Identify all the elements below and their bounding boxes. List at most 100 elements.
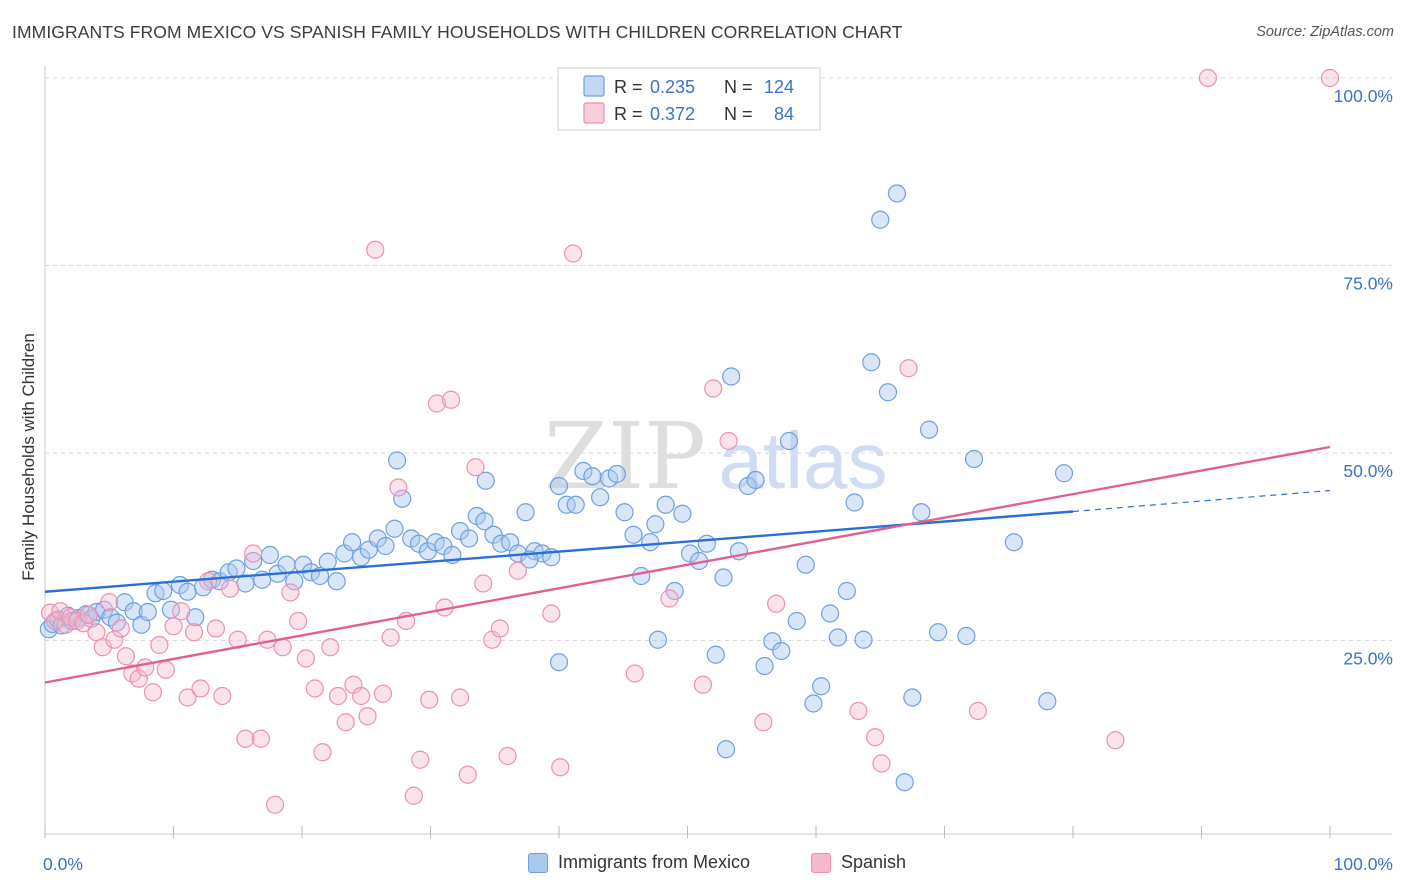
data-point-mexico xyxy=(673,504,692,523)
data-point-mexico xyxy=(591,488,610,507)
data-point-spanish xyxy=(164,617,183,636)
data-point-spanish xyxy=(289,611,308,631)
data-point-mexico xyxy=(327,572,346,591)
data-point-spanish xyxy=(625,664,644,683)
legend-label-spanish: Spanish xyxy=(841,852,907,872)
stats-legend: R = 0.235 N = 124 R = 0.372 N = 84 xyxy=(557,67,821,131)
x-tick-label-min: 0.0% xyxy=(43,854,83,874)
data-point-spanish xyxy=(105,630,124,649)
x-tick-label-max: 100.0% xyxy=(1334,854,1393,874)
data-point-mexico xyxy=(574,461,593,481)
data-point-mexico xyxy=(475,512,494,531)
data-point-spanish xyxy=(1106,731,1125,750)
grid-layer: 25.0% 50.0% 75.0% 100.0% xyxy=(45,77,1393,669)
data-point-spanish xyxy=(172,602,191,621)
data-point-mexico xyxy=(343,533,362,552)
legend-swatch-spanish xyxy=(811,852,831,873)
data-point-spanish xyxy=(389,478,408,497)
data-point-mexico xyxy=(697,534,716,553)
data-point-mexico xyxy=(928,623,948,642)
data-point-spanish xyxy=(498,746,517,766)
data-point-spanish xyxy=(450,688,470,707)
data-point-spanish xyxy=(143,683,163,702)
legend-n-value-pink: 84 xyxy=(774,104,794,124)
data-point-mexico xyxy=(641,533,660,552)
data-point-spanish xyxy=(213,686,232,706)
data-point-spanish xyxy=(693,675,713,694)
data-point-spanish xyxy=(441,390,461,409)
data-point-spanish xyxy=(305,679,324,698)
data-point-mexico xyxy=(828,628,847,647)
data-point-mexico xyxy=(895,773,914,792)
legend-n-label-pink: N = xyxy=(724,104,753,124)
data-point-mexico xyxy=(387,451,407,470)
data-point-spanish xyxy=(968,701,988,721)
data-point-spanish xyxy=(427,394,447,413)
data-point-spanish xyxy=(899,359,918,378)
data-point-mexico xyxy=(607,464,626,484)
data-point-mexico xyxy=(138,602,157,622)
y-tick-label: 100.0% xyxy=(1334,86,1393,106)
data-point-spanish xyxy=(244,544,263,563)
trend-layer xyxy=(44,445,1331,684)
data-point-spanish xyxy=(136,658,155,677)
data-point-mexico xyxy=(583,467,602,486)
data-point-mexico xyxy=(957,626,976,646)
data-point-spanish xyxy=(336,713,355,732)
data-point-spanish xyxy=(51,602,70,621)
data-point-spanish xyxy=(184,623,204,642)
data-point-spanish xyxy=(46,611,65,631)
data-point-mexico xyxy=(912,503,931,522)
data-point-mexico xyxy=(154,581,173,601)
data-point-mexico xyxy=(352,548,371,567)
data-point-spanish xyxy=(321,638,340,657)
data-point-mexico xyxy=(566,495,585,514)
data-point-mexico xyxy=(772,641,791,661)
data-point-spanish xyxy=(236,729,255,748)
data-point-mexico xyxy=(476,471,495,490)
y-axis-label: Family Households with Children xyxy=(19,333,38,581)
data-point-mexico xyxy=(549,476,569,496)
data-point-spanish xyxy=(872,754,891,773)
data-point-spanish xyxy=(116,647,136,666)
legend-n-label-blue: N = xyxy=(724,77,753,97)
data-point-mexico xyxy=(787,611,806,631)
data-point-spanish xyxy=(564,244,583,263)
data-point-spanish xyxy=(296,649,315,668)
data-point-spanish xyxy=(660,589,679,608)
data-point-spanish xyxy=(265,795,285,814)
data-point-mexico xyxy=(706,645,725,664)
trendline-spanish xyxy=(44,445,1331,684)
legend-label-mexico: Immigrants from Mexico xyxy=(558,852,751,872)
trendline-mexico-extension xyxy=(1072,489,1331,513)
data-point-spanish xyxy=(704,379,723,398)
data-point-spanish xyxy=(129,669,148,688)
data-point-mexico xyxy=(492,534,511,553)
data-point-spanish xyxy=(508,561,527,580)
data-point-spanish xyxy=(206,619,226,638)
data-point-spanish xyxy=(156,660,175,679)
data-point-spanish xyxy=(490,619,509,638)
data-point-mexico xyxy=(244,551,263,571)
data-point-mexico xyxy=(1004,533,1023,552)
data-point-mexico xyxy=(124,602,143,621)
data-point-spanish xyxy=(381,628,400,647)
data-point-spanish xyxy=(474,574,493,593)
data-point-mexico xyxy=(376,536,395,556)
data-point-mexico xyxy=(277,555,296,574)
data-point-mexico xyxy=(746,470,765,490)
data-point-mexico xyxy=(260,545,279,565)
data-point-spanish xyxy=(542,604,561,623)
data-point-spanish xyxy=(551,758,570,777)
data-point-mexico xyxy=(878,383,898,402)
data-point-mexico xyxy=(854,630,873,649)
data-point-mexico xyxy=(796,555,815,574)
data-point-mexico xyxy=(227,559,246,578)
data-point-spanish xyxy=(849,701,868,721)
data-point-spanish xyxy=(251,729,270,748)
axes-layer: 0.0% 100.0% xyxy=(43,66,1393,874)
data-point-mexico xyxy=(812,677,831,696)
data-point-spanish xyxy=(866,728,885,747)
chart-title: IMMIGRANTS FROM MEXICO VS SPANISH FAMILY… xyxy=(12,22,903,42)
watermark: ZIP atlas xyxy=(544,403,888,510)
